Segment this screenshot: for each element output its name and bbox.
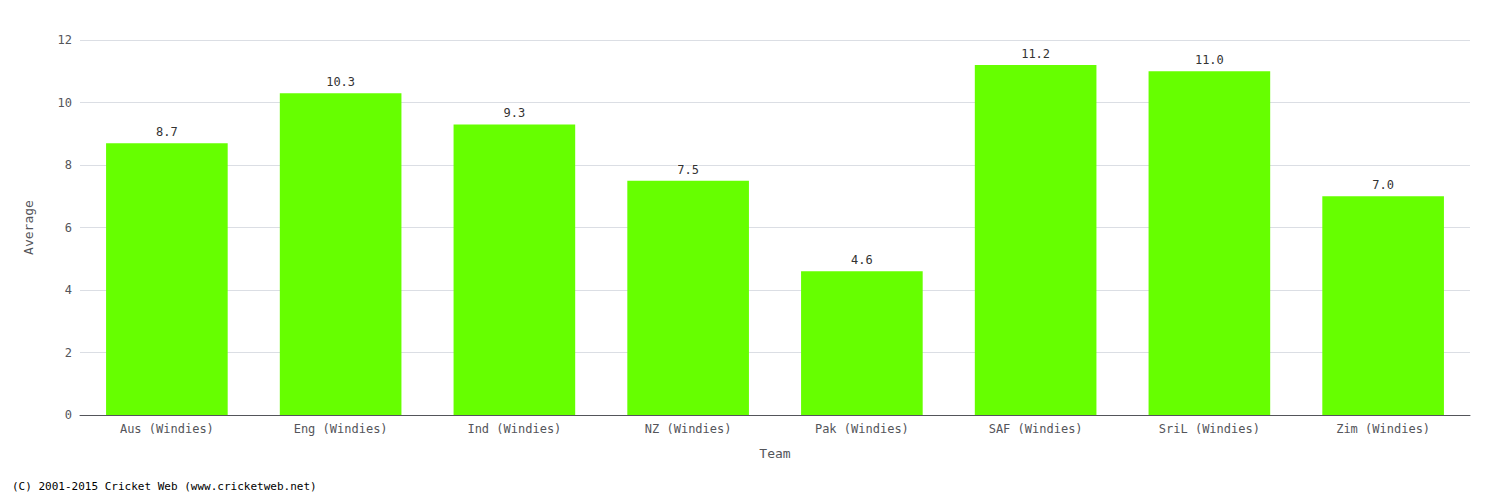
svg-text:12: 12 (58, 33, 72, 47)
svg-text:Team: Team (759, 446, 790, 461)
svg-text:6: 6 (65, 221, 72, 235)
svg-text:Pak (Windies): Pak (Windies) (815, 422, 909, 436)
svg-text:Zim (Windies): Zim (Windies) (1336, 422, 1430, 436)
svg-text:4.6: 4.6 (851, 253, 873, 267)
svg-text:7.0: 7.0 (1372, 178, 1394, 192)
svg-text:Ind (Windies): Ind (Windies) (467, 422, 561, 436)
svg-text:11.0: 11.0 (1195, 53, 1224, 67)
svg-text:Eng (Windies): Eng (Windies) (294, 422, 388, 436)
svg-text:SriL (Windies): SriL (Windies) (1159, 422, 1260, 436)
svg-text:4: 4 (65, 283, 72, 297)
svg-text:NZ (Windies): NZ (Windies) (645, 422, 732, 436)
svg-text:10: 10 (58, 96, 72, 110)
svg-text:Average: Average (21, 200, 36, 255)
svg-text:2: 2 (65, 346, 72, 360)
svg-text:11.2: 11.2 (1021, 47, 1050, 61)
svg-text:0: 0 (65, 408, 72, 422)
svg-text:9.3: 9.3 (504, 106, 526, 120)
svg-text:Aus (Windies): Aus (Windies) (120, 422, 214, 436)
svg-text:(C) 2001-2015 Cricket Web (www: (C) 2001-2015 Cricket Web (www.cricketwe… (12, 480, 317, 493)
svg-text:7.5: 7.5 (677, 163, 699, 177)
svg-text:10.3: 10.3 (326, 75, 355, 89)
svg-text:SAF (Windies): SAF (Windies) (989, 422, 1083, 436)
svg-text:8.7: 8.7 (156, 125, 178, 139)
svg-text:8: 8 (65, 158, 72, 172)
